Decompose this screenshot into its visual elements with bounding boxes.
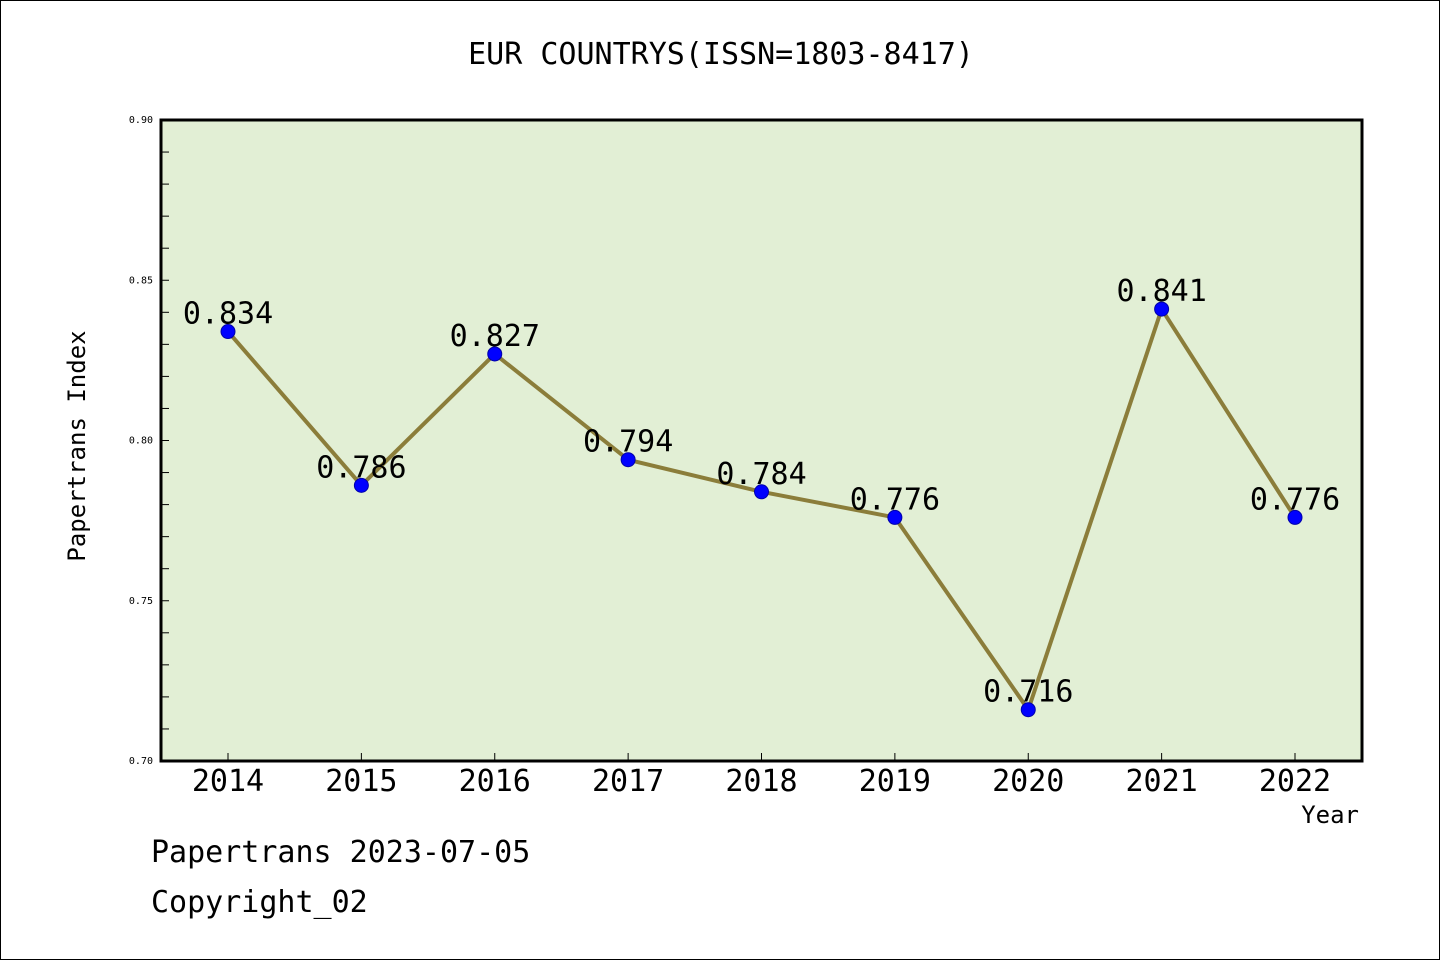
data-point <box>754 484 769 500</box>
data-label: 0.776 <box>1250 482 1340 517</box>
x-tick-label: 2018 <box>725 764 797 799</box>
data-point <box>353 477 369 493</box>
data-label: 0.776 <box>850 482 940 517</box>
y-tick-label: 0.80 <box>129 436 153 447</box>
footer-date: Papertrans 2023-07-05 <box>151 835 531 870</box>
x-axis-label: Year <box>1301 801 1359 829</box>
x-tick-label: 2019 <box>859 764 931 799</box>
y-tick-label: 0.85 <box>129 275 153 286</box>
data-label: 0.716 <box>983 675 1073 710</box>
data-point <box>1154 301 1170 317</box>
data-label: 0.784 <box>716 457 806 492</box>
x-tick-label: 2014 <box>192 764 264 799</box>
plot-area <box>159 118 1364 763</box>
data-label: 0.786 <box>316 450 406 485</box>
data-point <box>1287 509 1303 525</box>
x-tick-label: 2016 <box>459 764 531 799</box>
data-point <box>220 324 236 340</box>
data-point <box>487 346 503 362</box>
y-tick-label: 0.75 <box>129 596 153 607</box>
data-label: 0.841 <box>1116 274 1206 309</box>
data-label: 0.834 <box>183 297 273 332</box>
x-tick-label: 2022 <box>1259 764 1331 799</box>
data-label: 0.827 <box>450 319 540 354</box>
y-tick-label: 0.90 <box>129 115 153 126</box>
footer-copyright: Copyright_02 <box>151 885 368 920</box>
x-tick-label: 2020 <box>992 764 1064 799</box>
chart-title: EUR COUNTRYS(ISSN=1803-8417) <box>468 37 974 72</box>
x-tick-label: 2017 <box>592 764 664 799</box>
data-point <box>620 452 636 468</box>
x-tick-label: 2021 <box>1126 764 1198 799</box>
x-tick-label: 2015 <box>325 764 397 799</box>
data-label: 0.794 <box>583 425 673 460</box>
data-point <box>887 509 903 525</box>
data-point <box>1020 702 1036 718</box>
y-tick-label: 0.70 <box>129 756 153 767</box>
